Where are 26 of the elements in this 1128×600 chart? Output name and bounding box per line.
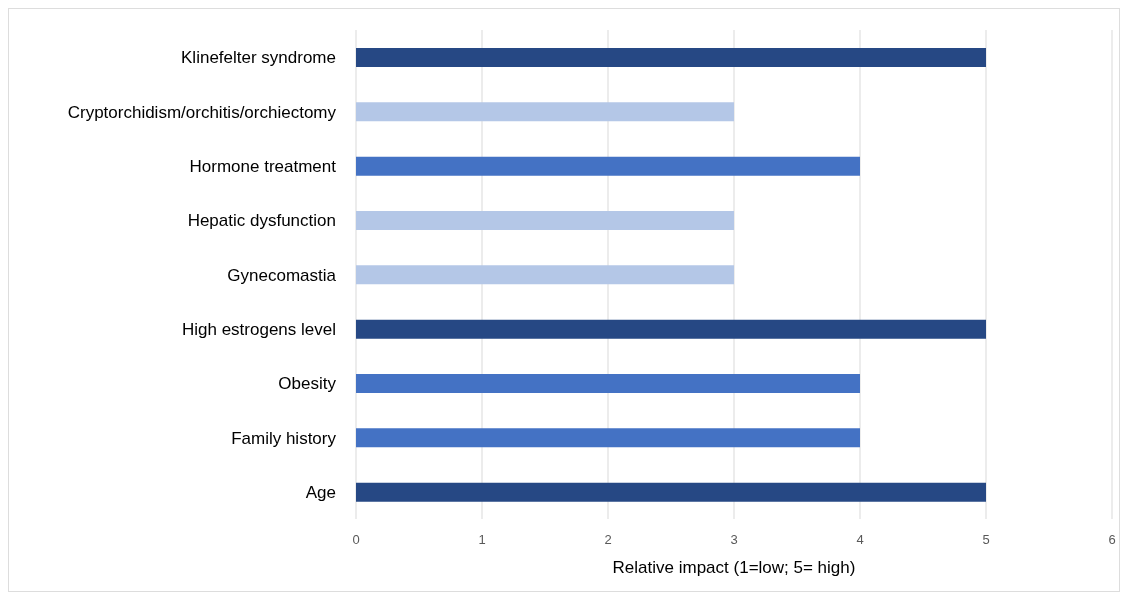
x-tick-label: 1 — [478, 532, 486, 548]
y-tick-label: Klinefelter syndrome — [181, 48, 336, 68]
x-tick-label: 2 — [604, 532, 612, 548]
y-tick-label: Family history — [231, 428, 337, 448]
x-tick-label: 3 — [730, 532, 738, 548]
bar — [356, 102, 734, 122]
bar — [356, 48, 986, 67]
bar — [356, 482, 986, 502]
bar — [356, 428, 860, 448]
x-tick-label: 0 — [352, 532, 360, 548]
x-axis-title: Relative impact (1=low; 5= high) — [612, 558, 856, 577]
y-tick-label: Age — [305, 482, 336, 502]
bar — [356, 156, 860, 176]
x-tick-label: 5 — [982, 532, 990, 548]
bar — [356, 319, 986, 339]
bar — [356, 211, 734, 230]
y-tick-label: Obesity — [278, 374, 337, 394]
y-tick-label: Hormone treatment — [189, 156, 337, 176]
bar — [356, 374, 860, 393]
x-tick-label: 4 — [856, 532, 864, 548]
bar — [356, 265, 734, 285]
y-tick-label: Cryptorchidism/orchitis/orchiectomy — [67, 102, 337, 122]
x-tick-label: 6 — [1108, 532, 1116, 548]
y-tick-label: High estrogens level — [181, 319, 336, 339]
y-tick-label: Hepatic dysfunction — [187, 211, 336, 231]
y-tick-label: Gynecomastia — [227, 265, 337, 285]
